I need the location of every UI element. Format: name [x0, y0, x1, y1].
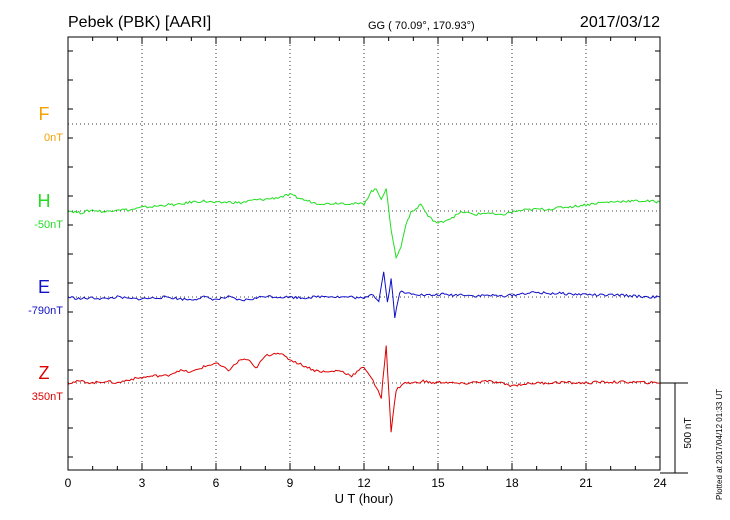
series-baseline-z: 350nT	[32, 391, 63, 403]
x-tick-label: 12	[357, 476, 371, 490]
x-tick-label: 0	[65, 476, 72, 490]
x-tick-label: 15	[431, 476, 445, 490]
series-name-h: H	[38, 191, 51, 211]
plotted-note: Plotted at 2017/04/12 01:33 UT	[715, 389, 724, 500]
series-name-f: F	[39, 104, 50, 124]
x-axis-label: U T (hour)	[335, 491, 394, 506]
series-name-e: E	[38, 277, 50, 297]
series-baseline-e: -790nT	[28, 305, 63, 317]
series-line-e	[67, 271, 661, 318]
x-tick-label: 6	[213, 476, 220, 490]
plot-frame	[67, 36, 661, 471]
plot-date: 2017/03/12	[580, 14, 660, 31]
x-tick-label: 18	[505, 476, 519, 490]
series-name-z: Z	[39, 363, 50, 383]
axis-ticks: 0 3 6 9 12 15 18 21 24	[65, 37, 667, 490]
x-tick-label: 9	[287, 476, 294, 490]
series-group	[67, 188, 661, 433]
station-coords: GG ( 70.09°, 170.93°)	[368, 20, 475, 32]
series-labels: F 0nT H -50nT E -790nT Z 350nT	[28, 104, 63, 403]
scale-bar: 500 nT	[660, 382, 694, 474]
scale-label: 500 nT	[683, 417, 694, 448]
series-baseline-f: 0nT	[44, 132, 63, 144]
x-tick-label: 24	[653, 476, 667, 490]
x-tick-label: 3	[139, 476, 146, 490]
series-line-z	[67, 345, 661, 433]
series-line-h	[67, 188, 661, 260]
station-title: Pebek (PBK) [AARI]	[68, 14, 211, 31]
grid-lines	[68, 37, 660, 470]
series-baseline-h: -50nT	[34, 219, 63, 231]
x-tick-label: 21	[579, 476, 593, 490]
